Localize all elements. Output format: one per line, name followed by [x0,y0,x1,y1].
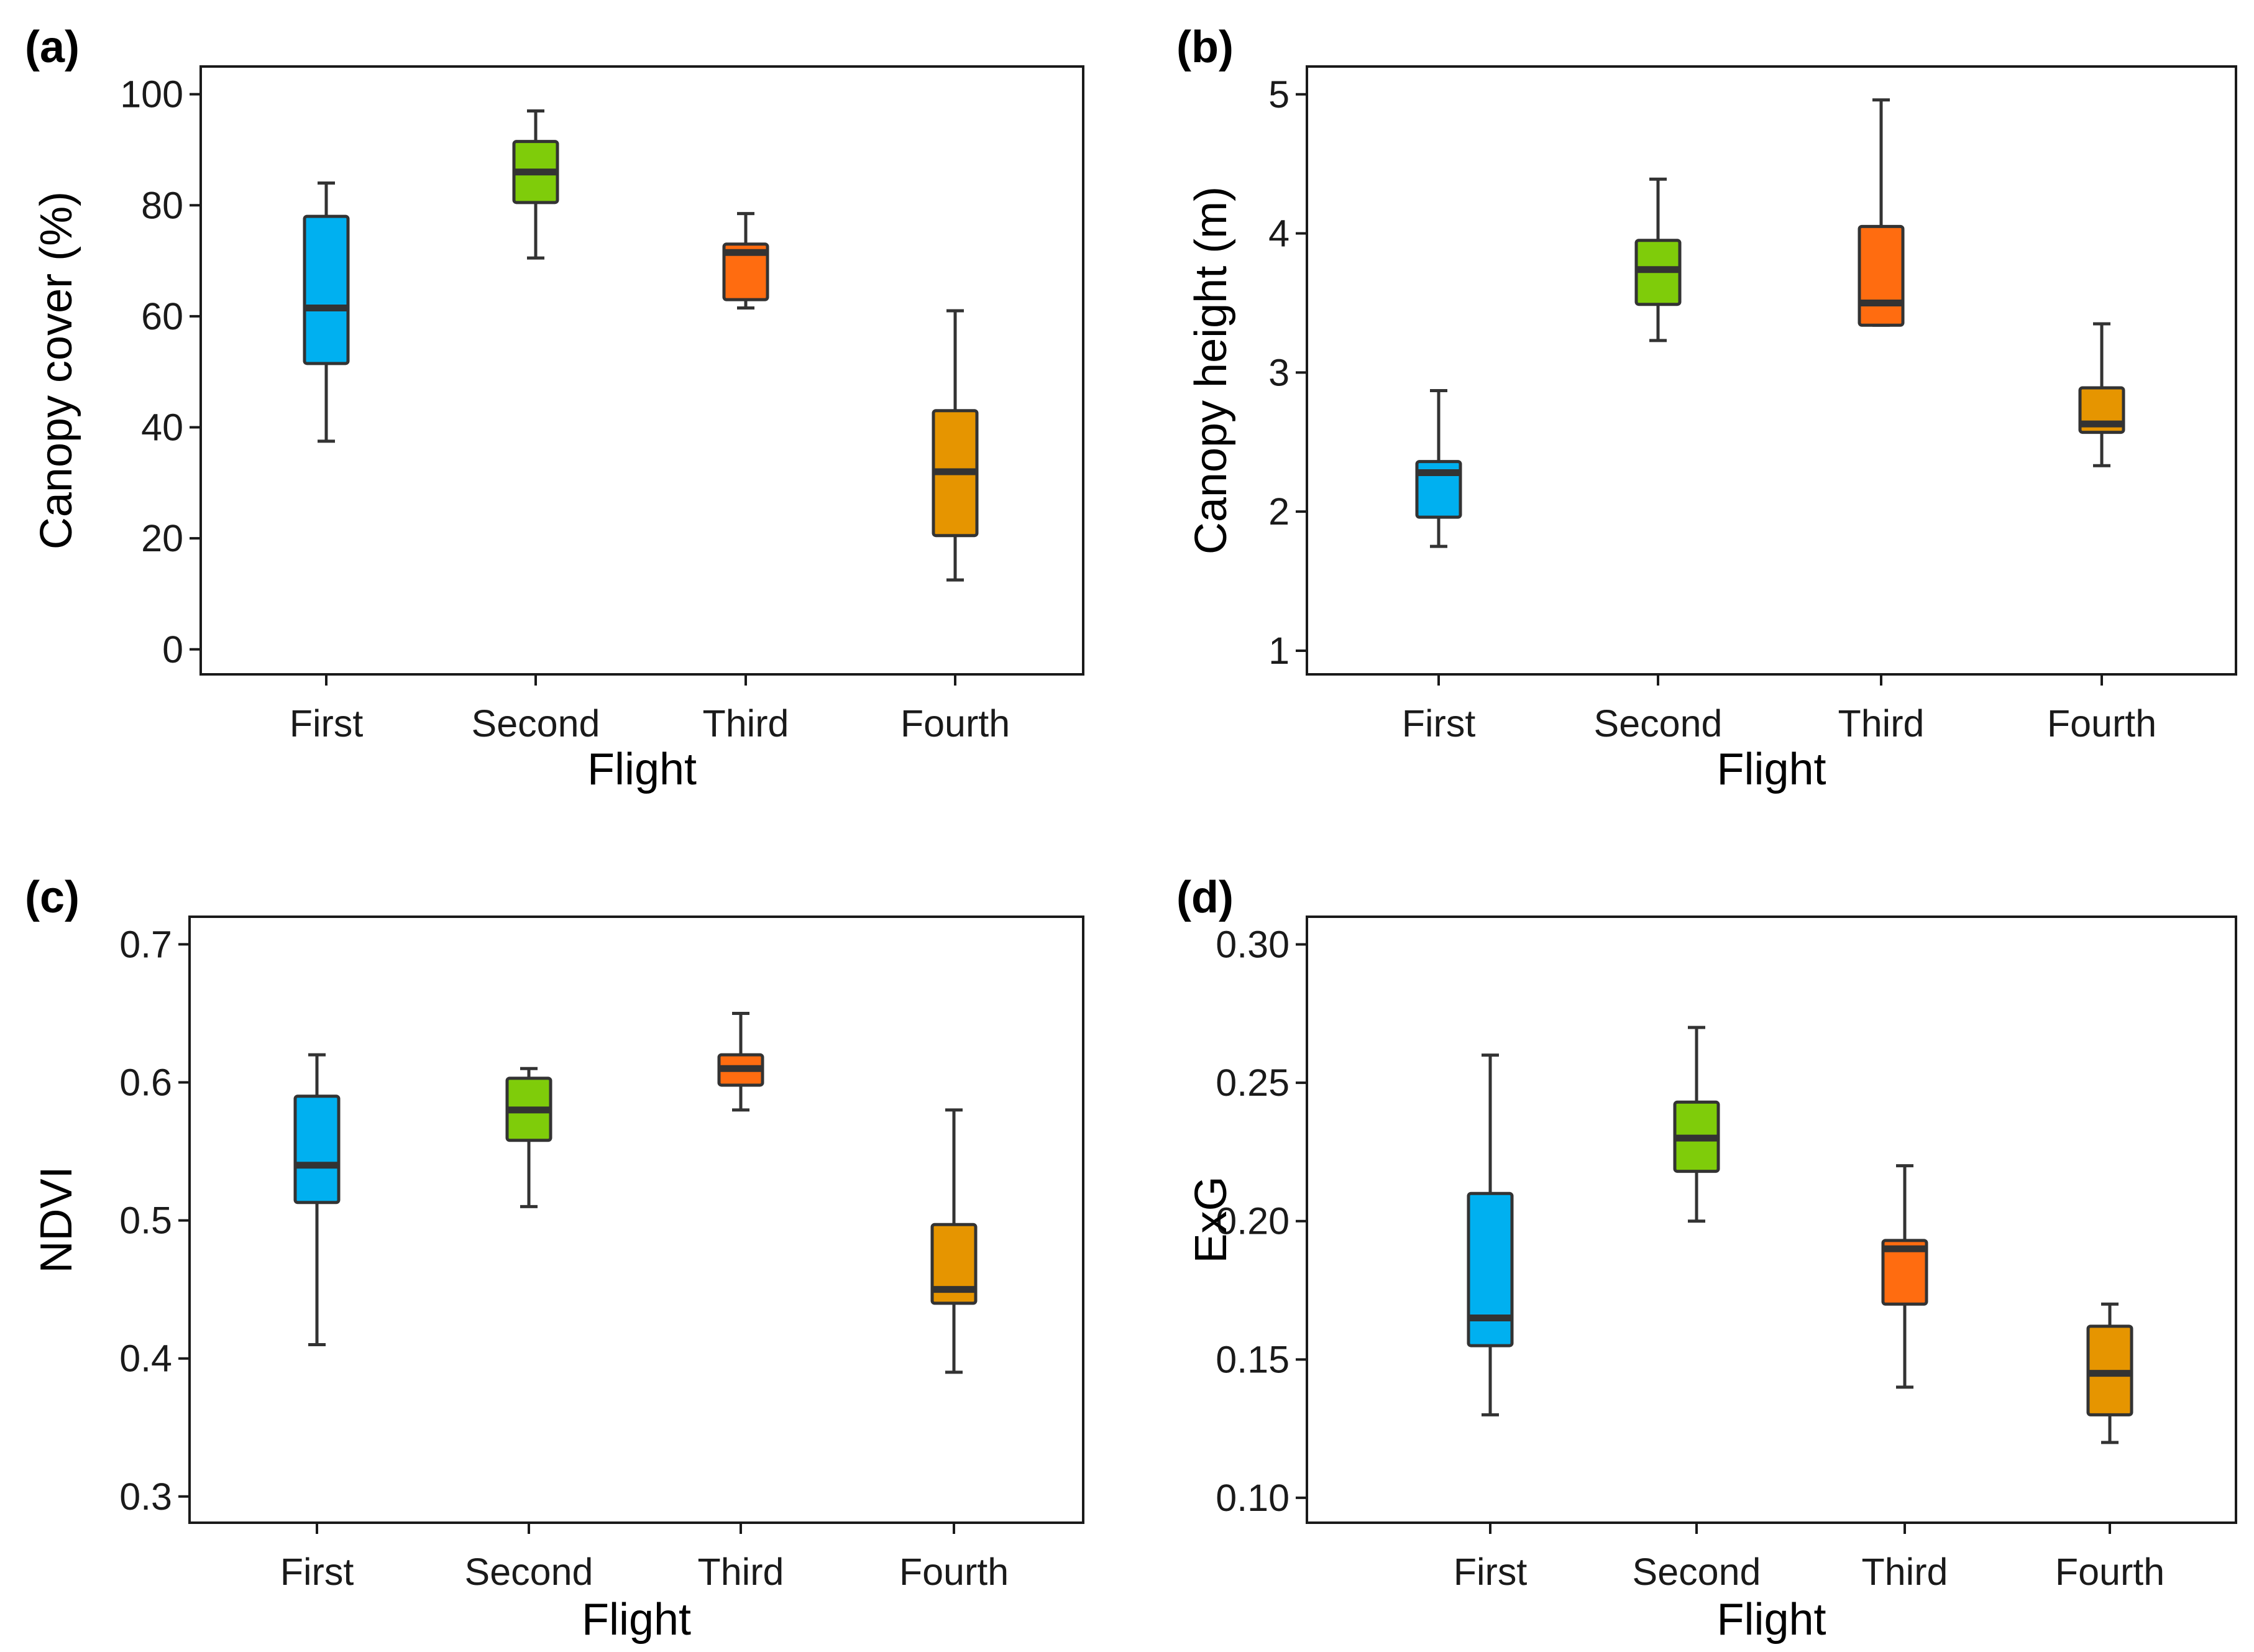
x-axis-label: Flight [1716,745,1826,794]
box-second [1673,1026,1720,1223]
x-tick-label: First [290,702,364,745]
y-tick-label: 100 [120,73,183,116]
chart-panel: (b) 1 2 3 4 5 First Second Third Fourth Flight Cano… [1176,22,2237,794]
box-third [1858,98,1905,327]
x-axis-label: Flight [582,1595,691,1645]
panel-label: (d) [1176,873,1234,922]
y-tick-label: 4 [1268,213,1290,255]
box-second [1634,177,1682,342]
x-tick-label: Second [465,1551,593,1593]
chart-panel: (d) 0.10 0.15 0.20 0.25 0.30 First Second Third F… [1176,873,2237,1645]
y-tick-label: 80 [141,184,183,226]
y-tick-label: 20 [141,517,183,559]
chart-panel: (c) 0.3 0.4 0.5 0.6 0.7 First Second Third Fourth… [25,873,1084,1645]
plot-frame [1306,915,2237,1524]
box-first [293,1053,341,1346]
x-tick-label: First [1402,702,1476,745]
iqr-box [293,1094,341,1205]
y-axis-label: NDVI [32,1166,81,1273]
y-tick-label: 5 [1268,73,1290,116]
x-tick-label: Third [1862,1551,1948,1593]
box-first [1415,388,1462,548]
y-tick-label: 0.4 [119,1338,172,1380]
y-tick-label: 0.15 [1216,1338,1290,1380]
x-tick-label: Third [698,1551,784,1593]
box-second [505,1067,552,1208]
y-tick-label: 0.20 [1216,1200,1290,1242]
y-axis-label: Canopy cover (%) [32,191,81,549]
x-tick-label: Third [703,702,789,745]
plot-frame [199,65,1084,676]
plot-frame [188,915,1084,1524]
iqr-box [1858,224,1905,327]
y-tick-label: 60 [141,295,183,337]
x-tick-label: Second [1633,1551,1761,1593]
x-tick-label: Fourth [2047,702,2156,745]
y-tick-label: 0 [162,628,183,671]
panel-label: (a) [25,22,80,72]
panel-label: (c) [25,873,80,922]
y-tick-label: 0.25 [1216,1062,1290,1104]
box-fourth [930,1108,978,1374]
box-first [303,181,350,443]
y-tick-label: 0.3 [119,1475,172,1518]
chart-panel: (a) 0 20 40 60 80 100 First Second Third Fourth Fli… [25,22,1084,794]
box-second [512,109,559,260]
box-fourth [932,309,979,582]
box-third [722,212,769,310]
x-tick-label: Second [1594,702,1723,745]
iqr-box [303,214,350,365]
box-first [1467,1053,1514,1416]
x-tick-label: Fourth [899,1551,1009,1593]
box-fourth [2078,322,2125,467]
x-tick-label: Second [472,702,600,745]
x-axis-label: Flight [587,745,697,794]
y-tick-label: 1 [1268,630,1290,672]
x-axis-label: Flight [1716,1595,1826,1645]
x-tick-label: Fourth [2055,1551,2165,1593]
x-tick-label: First [1454,1551,1528,1593]
y-axis-label: ExG [1186,1176,1236,1263]
plot-frame [1306,65,2237,676]
iqr-box [930,1223,978,1305]
y-tick-label: 0.5 [119,1200,172,1242]
iqr-box [722,242,769,301]
x-tick-label: Third [1838,702,1925,745]
box-third [717,1011,764,1112]
y-tick-label: 2 [1268,490,1290,533]
box-third [1881,1164,1928,1389]
y-tick-label: 0.7 [119,923,172,965]
x-tick-label: First [280,1551,354,1593]
y-tick-label: 40 [141,406,183,449]
y-tick-label: 0.6 [119,1062,172,1104]
y-tick-label: 0.10 [1216,1477,1290,1519]
panel-label: (b) [1176,22,1234,72]
x-tick-label: Fourth [900,702,1010,745]
y-axis-label: Canopy height (m) [1186,186,1236,554]
iqr-box [1467,1191,1514,1347]
y-tick-label: 3 [1268,351,1290,393]
iqr-box [1881,1239,1928,1306]
y-tick-label: 0.30 [1216,924,1290,966]
box-fourth [2086,1302,2133,1444]
